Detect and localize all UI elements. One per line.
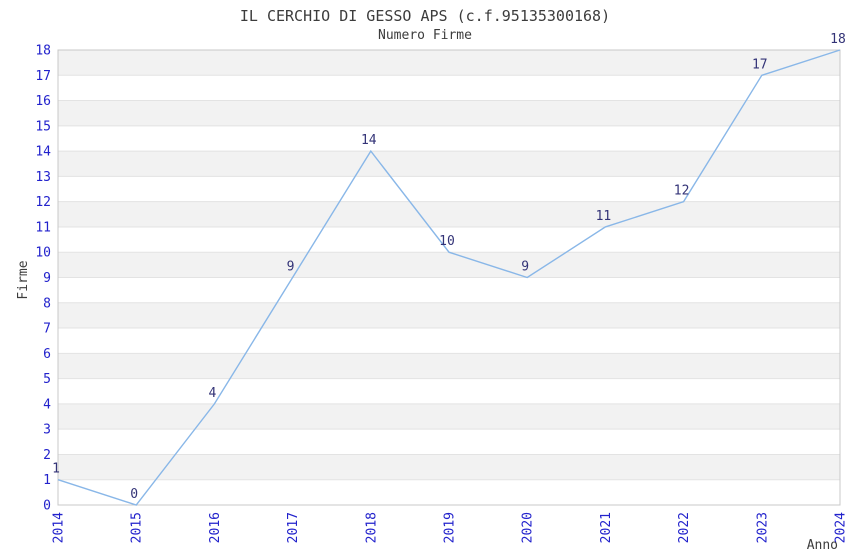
y-tick-label: 0 <box>43 499 51 514</box>
x-axis-tick-labels: 2014 2015 2016 2017 2018 2019 2020 2021 2022 2023… <box>52 512 849 543</box>
data-point-label: 11 <box>596 209 612 224</box>
y-tick-label: 3 <box>43 423 51 438</box>
y-tick-label: 16 <box>35 94 51 109</box>
x-tick-label: 2024 <box>834 512 849 543</box>
x-tick-label: 2020 <box>521 512 536 543</box>
series-line <box>57 49 841 506</box>
y-tick-label: 9 <box>43 271 51 286</box>
data-point-label: 4 <box>208 386 216 401</box>
stripe-band <box>58 353 840 379</box>
y-tick-label: 4 <box>43 397 51 412</box>
data-point-label: 18 <box>830 32 846 47</box>
x-axis-label: Anno <box>807 538 838 550</box>
y-tick-label: 1 <box>43 473 51 488</box>
data-point-label: 1 <box>52 462 60 477</box>
x-tick-label: 2014 <box>52 512 67 543</box>
stripe-band <box>58 100 840 126</box>
y-tick-label: 15 <box>35 119 51 134</box>
y-tick-label: 2 <box>43 448 51 463</box>
y-tick-label: 18 <box>35 44 51 59</box>
y-tick-label: 14 <box>35 145 51 160</box>
y-tick-label: 11 <box>35 220 51 235</box>
x-tick-label: 2023 <box>755 512 770 543</box>
y-tick-label: 12 <box>35 195 51 210</box>
stripe-band <box>58 252 840 278</box>
stripe-band <box>58 50 840 76</box>
gridlines <box>58 74 840 481</box>
stripe-band <box>58 151 840 177</box>
x-tick-label: 2015 <box>130 512 145 543</box>
x-tick-label: 2022 <box>677 512 692 543</box>
y-tick-label: 17 <box>35 69 51 84</box>
stripe-band <box>58 201 840 227</box>
y-tick-label: 10 <box>35 246 51 261</box>
data-point-label: 9 <box>521 260 529 275</box>
data-point-label: 12 <box>674 184 690 199</box>
y-tick-label: 6 <box>43 347 51 362</box>
stripe-band <box>58 454 840 480</box>
chart-subtitle: Numero Firme <box>378 28 472 43</box>
x-tick-label: 2019 <box>443 512 458 543</box>
chart-title: IL CERCHIO DI GESSO APS (c.f.95135300168… <box>240 7 610 25</box>
data-point-label: 10 <box>439 234 455 249</box>
y-axis-label: Firme <box>16 260 31 299</box>
data-point-label: 17 <box>752 57 768 72</box>
y-tick-label: 8 <box>43 296 51 311</box>
y-tick-label: 7 <box>43 322 51 337</box>
x-tick-label: 2018 <box>364 512 379 543</box>
stripe-band <box>58 403 840 430</box>
x-tick-label: 2021 <box>599 512 614 543</box>
data-point-label: 0 <box>130 487 138 502</box>
y-tick-label: 13 <box>35 170 51 185</box>
y-tick-label: 5 <box>43 372 51 387</box>
stripe-bands <box>58 50 840 480</box>
x-tick-label: 2017 <box>286 512 301 543</box>
plot-border <box>57 49 841 506</box>
stripe-band <box>58 302 840 329</box>
data-point-label: 14 <box>361 133 377 148</box>
x-tick-label: 2016 <box>208 512 223 543</box>
data-point-label: 9 <box>287 260 295 275</box>
